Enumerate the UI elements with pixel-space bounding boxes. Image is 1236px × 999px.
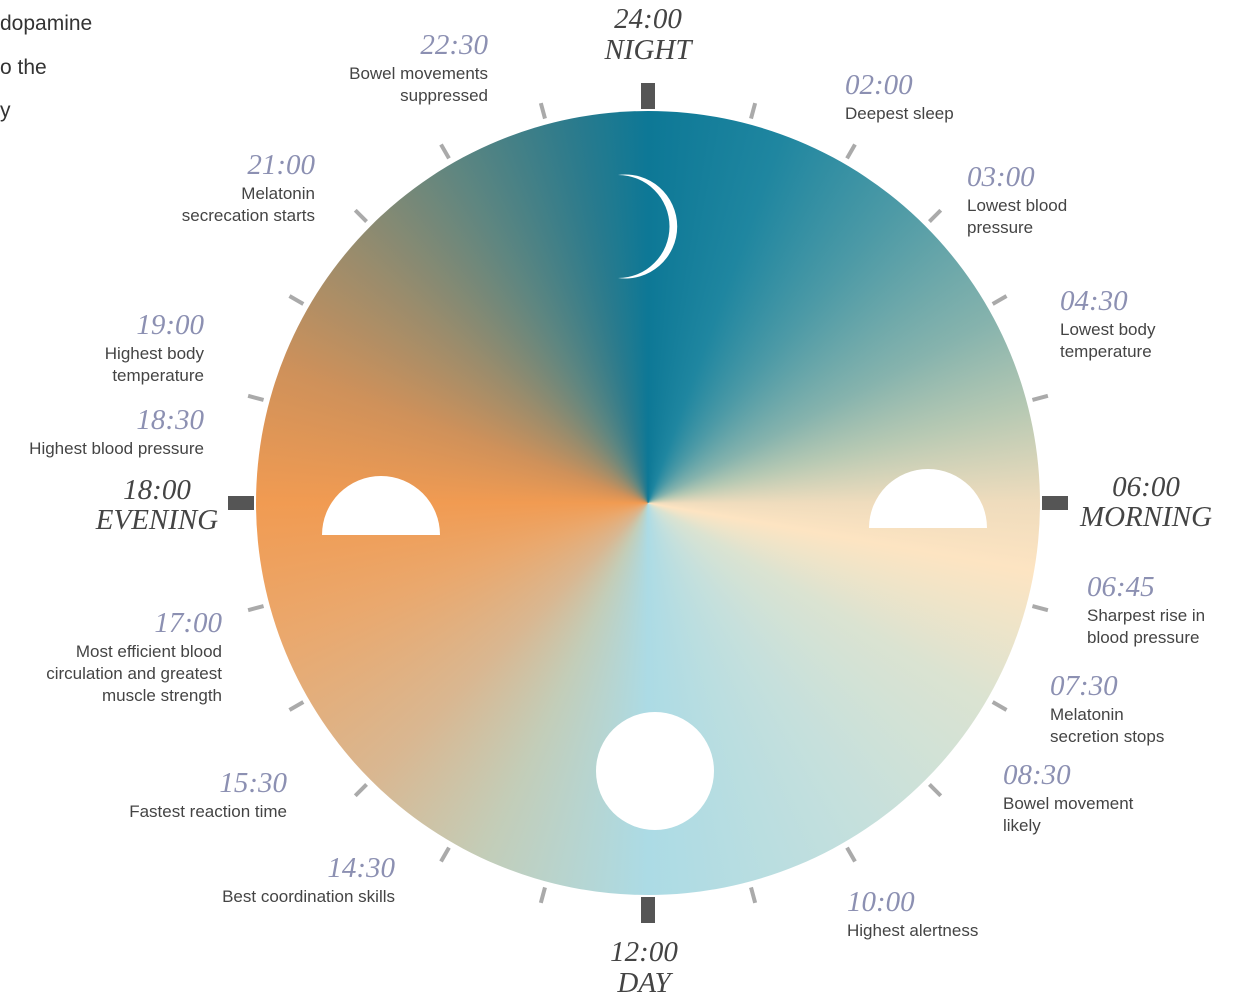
event-description: temperature	[1060, 342, 1152, 361]
hour-tick	[538, 886, 547, 904]
event-time: 15:30	[219, 767, 287, 799]
event-description: Sharpest rise in	[1087, 606, 1206, 625]
setting-sun-icon	[322, 476, 440, 535]
event-description: blood pressure	[1087, 628, 1200, 647]
event-time: 06:45	[1087, 571, 1155, 603]
event-time: 07:30	[1050, 670, 1118, 702]
event-description: Deepest sleep	[845, 104, 954, 123]
event-time: 10:00	[847, 886, 915, 918]
intro-text: o the	[0, 56, 47, 79]
moon-icon	[618, 174, 678, 279]
marker-label: EVENING	[95, 504, 219, 536]
event-time: 02:00	[845, 69, 913, 101]
hour-tick	[928, 208, 943, 223]
event-description: Most efficient blood	[75, 642, 222, 661]
event-description: pressure	[967, 218, 1034, 237]
event-description: Bowel movements	[349, 64, 488, 83]
event-description: secretion stops	[1050, 727, 1165, 746]
event-time: 04:30	[1060, 285, 1128, 317]
intro-text: dopamine	[0, 12, 93, 35]
hour-tick	[1031, 604, 1049, 613]
event-description: Melatonin	[1050, 705, 1124, 724]
event-description: Highest body	[104, 344, 204, 363]
event-time: 14:30	[327, 852, 395, 884]
marker-time: 12:00	[610, 936, 678, 968]
sun-icon	[596, 712, 714, 830]
event-time: 22:30	[420, 29, 488, 61]
event-description: muscle strength	[102, 686, 222, 705]
hour-tick	[845, 143, 857, 160]
hour-tick	[749, 886, 758, 904]
marker-time: 18:00	[123, 474, 191, 506]
event-description: Highest blood pressure	[29, 439, 204, 458]
hour-tick	[845, 846, 857, 863]
hour-tick	[749, 102, 758, 120]
hour-tick	[439, 846, 451, 863]
marker-label: MORNING	[1079, 501, 1213, 533]
event-description: suppressed	[400, 86, 488, 105]
marker-label: DAY	[617, 967, 671, 999]
event-description: Lowest body	[1060, 320, 1156, 339]
event-time: 08:30	[1003, 759, 1071, 791]
marker-label: NIGHT	[604, 34, 692, 66]
marker-time: 06:00	[1112, 471, 1180, 503]
event-description: likely	[1003, 816, 1041, 835]
hour-tick	[991, 294, 1008, 306]
event-description: Lowest blood	[967, 196, 1068, 215]
hour-tick	[353, 208, 368, 223]
hour-tick	[247, 393, 265, 402]
event-description: Highest alertness	[847, 921, 979, 940]
hour-tick	[991, 700, 1008, 712]
event-description: circulation and greatest	[46, 664, 222, 683]
event-description: secrecation starts	[181, 206, 315, 225]
hour-tick	[288, 294, 305, 306]
intro-text: y	[0, 99, 11, 122]
hour-tick	[288, 700, 305, 712]
event-time: 03:00	[967, 161, 1035, 193]
event-time: 21:00	[247, 149, 315, 181]
event-time: 18:30	[136, 404, 204, 436]
event-time: 17:00	[154, 607, 222, 639]
event-description: Best coordination skills	[222, 887, 395, 906]
event-description: Fastest reaction time	[129, 802, 287, 821]
hour-tick	[353, 783, 368, 798]
marker-time: 24:00	[614, 3, 682, 35]
hour-tick	[538, 102, 547, 120]
event-description: temperature	[112, 366, 204, 385]
hour-tick	[1031, 393, 1049, 402]
hour-tick	[439, 143, 451, 160]
event-description: Melatonin	[241, 184, 315, 203]
event-description: Bowel movement	[1003, 794, 1134, 813]
event-time: 19:00	[136, 309, 204, 341]
hour-tick	[247, 604, 265, 613]
rising-sun-icon	[869, 469, 987, 528]
hour-tick	[928, 783, 943, 798]
